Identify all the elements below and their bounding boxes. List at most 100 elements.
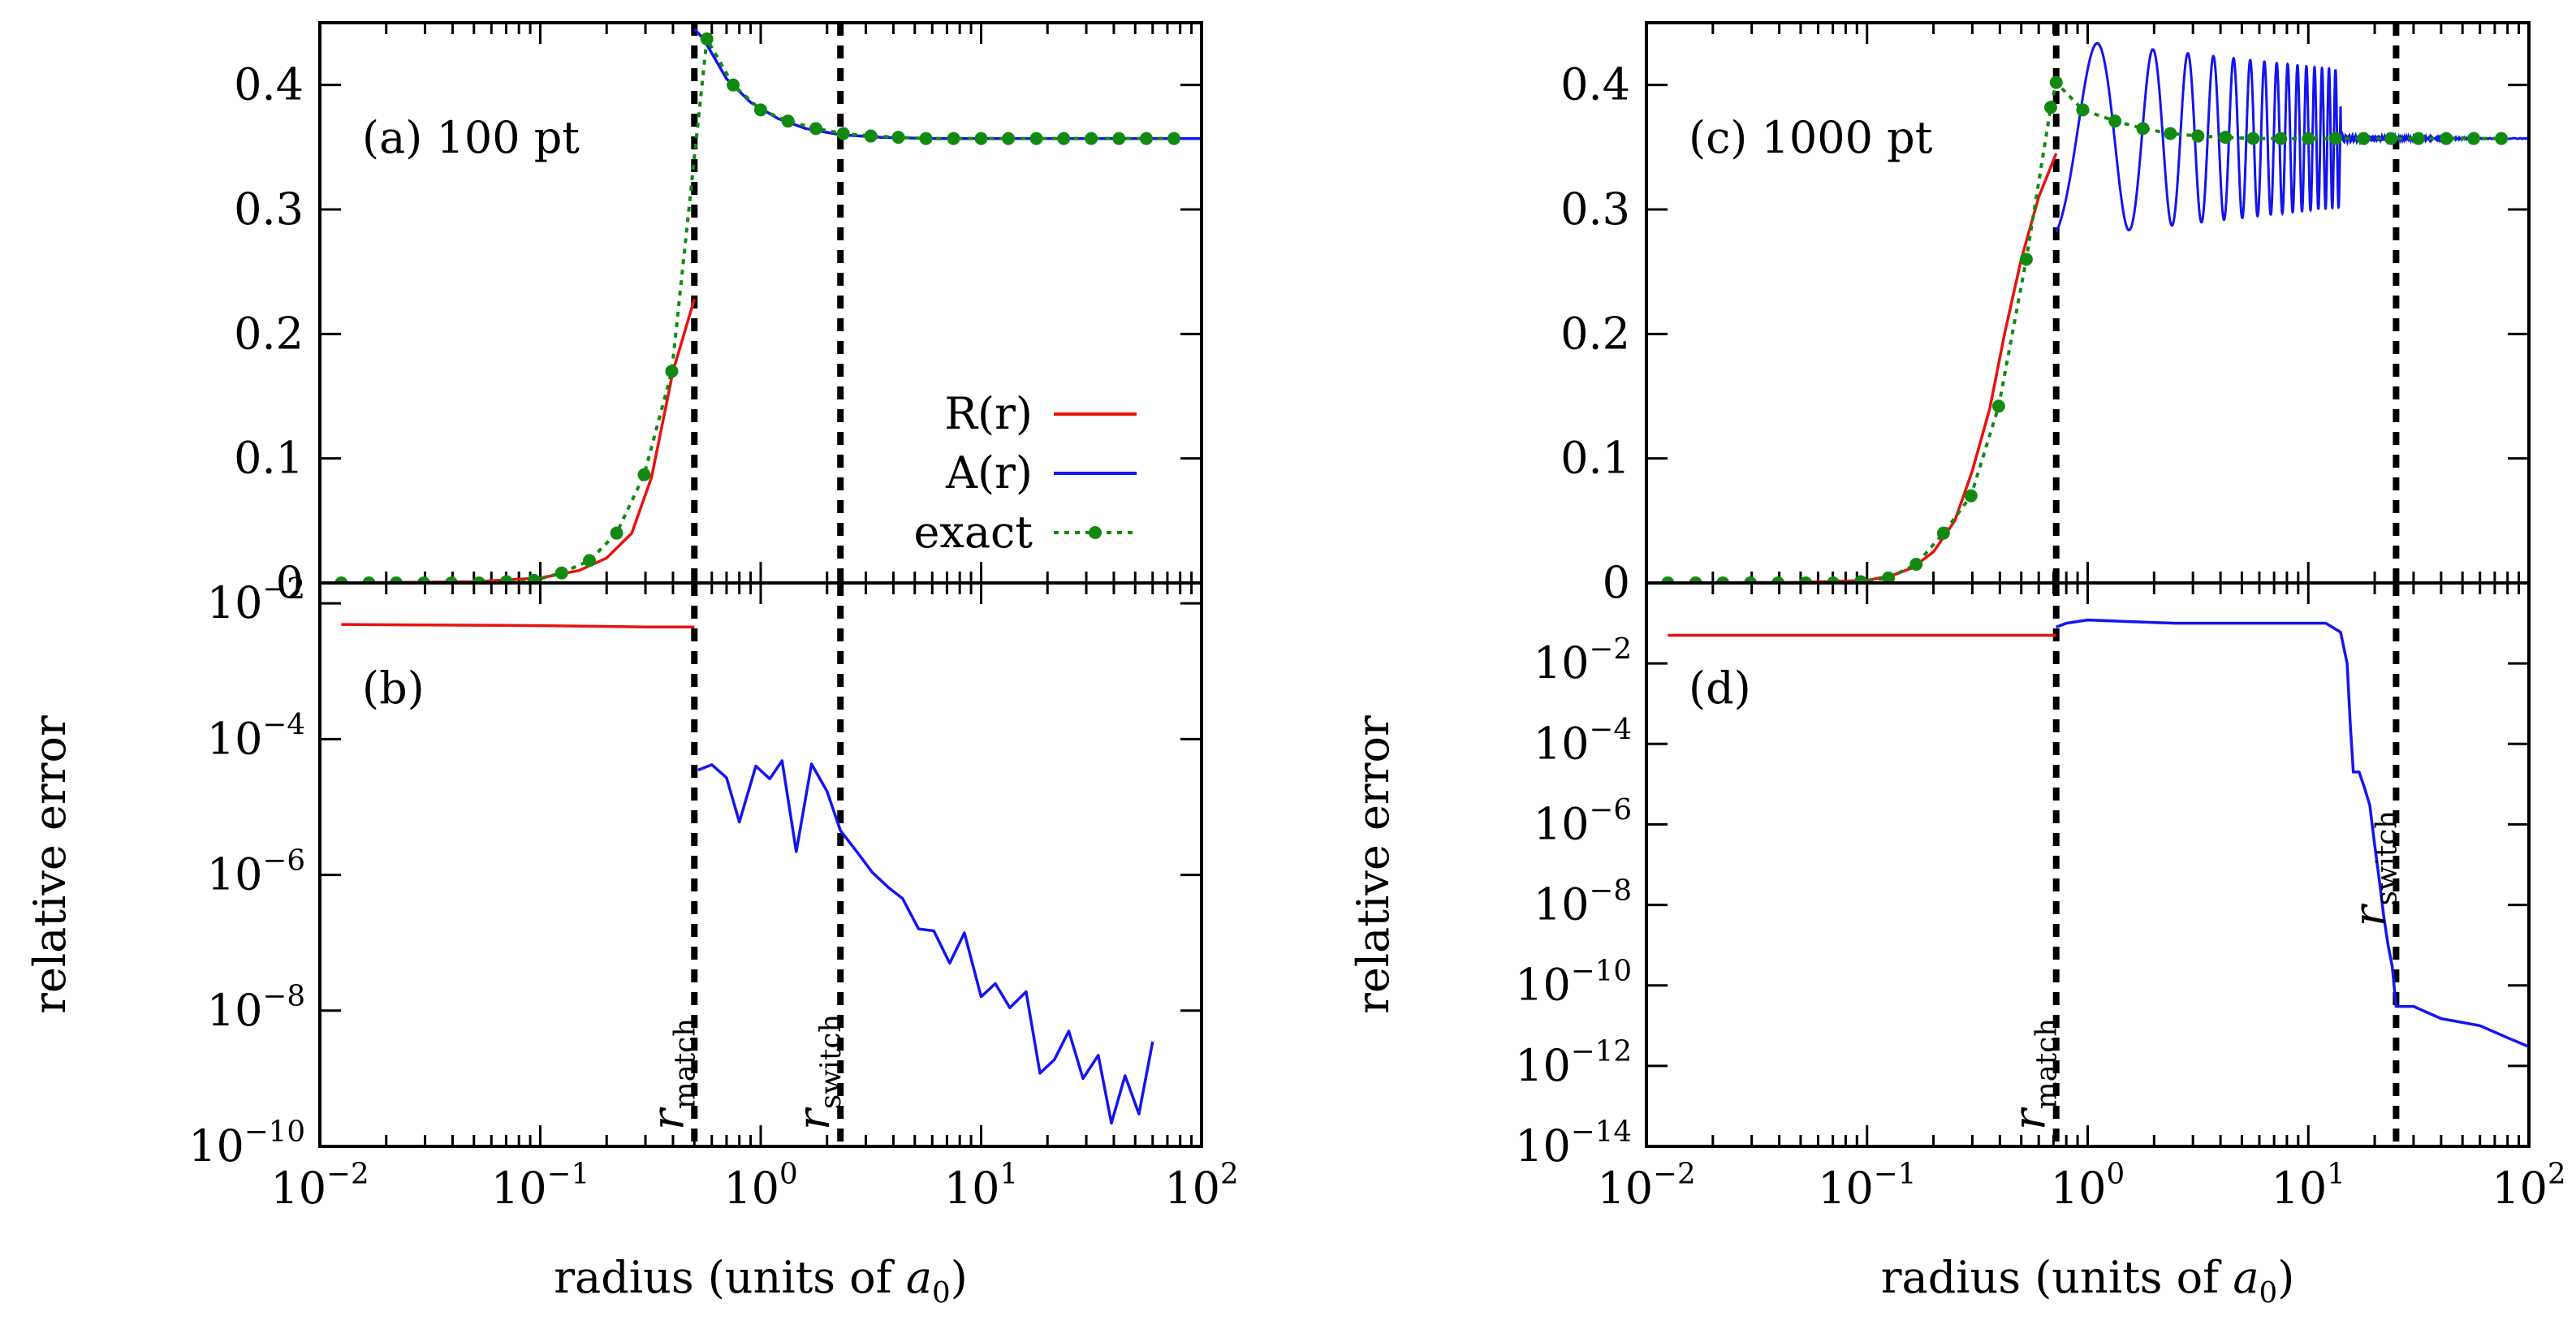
data-point-exact [2440,132,2453,145]
x-tick-label-exp: −2 [1653,1158,1696,1191]
panel-title: (a) 100 pt [362,112,580,163]
y-tick-label: 10−12 [1515,1035,1632,1091]
x-tick-label: 102 [2492,1158,2565,1214]
data-point-exact [1991,399,2005,413]
y-tick-label: 10−2 [1534,632,1632,688]
data-point-exact [754,103,767,117]
x-tick-label-exp: 0 [779,1158,798,1191]
data-point-exact [2466,132,2480,145]
y-tick-label: 10−6 [207,844,305,900]
x-tick-label-base: 10 [270,1163,326,1214]
data-point-exact [919,132,933,145]
data-point-exact [2246,132,2260,145]
y-tick-label-base: 10 [207,713,263,764]
data-point-exact [665,365,679,378]
y-tick-label: 0.3 [1560,183,1630,235]
panel-title: (b) [362,662,425,714]
y-tick-label: 10−10 [188,1116,305,1172]
legend-label: exact [913,507,1033,558]
y-tick-label-exp: −4 [262,708,305,741]
y-tick-label: 10−8 [1534,874,1632,930]
vline-label-sub: switch [2370,810,2403,905]
data-point-exact [1112,132,1126,145]
x-tick-label-base: 10 [2272,1163,2328,1214]
data-point-exact [1167,132,1181,145]
series-group [341,623,1154,1125]
x-tick-label: 100 [2051,1158,2125,1214]
series-group [334,28,1202,583]
data-point-exact [2412,132,2426,145]
y-tick-label-base: 10 [1534,637,1590,688]
y-axis-label: relative error [1348,715,1399,1014]
y-tick-label-exp: −6 [262,844,305,877]
series-rr-line [341,623,695,628]
x-axis-label-prefix: radius (units of [1881,1252,2233,1303]
vline-label-sub: match [2030,1018,2064,1109]
y-tick-label-exp: −2 [1589,632,1632,666]
data-point-exact [1909,558,1923,571]
data-point-exact [2328,132,2342,145]
data-point-exact [727,78,740,92]
y-tick-label-base: 10 [207,577,263,628]
x-tick-label: 10−2 [270,1158,369,1214]
data-point-exact [1140,132,1154,145]
x-tick-label-base: 10 [2051,1163,2107,1214]
data-point-exact [2302,132,2315,145]
panel-frame [318,581,1203,1148]
vline-label-r-match: rmatch [2004,1018,2064,1130]
y-tick-label-base: 10 [1534,798,1590,849]
data-point-exact [2495,132,2509,145]
x-tick-label-exp: −1 [1874,1158,1917,1191]
series-rr-line [1668,153,2058,583]
x-axis-label-prefix: radius (units of [554,1252,906,1303]
y-tick-label: 10−6 [1534,793,1632,849]
data-point-exact [527,573,541,583]
vline-label-r-switch: rswitch [788,1014,848,1130]
vline-label-sub: switch [814,1014,848,1109]
x-tick-label: 100 [723,1158,797,1214]
x-tick-label-base: 10 [2492,1163,2548,1214]
x-axis-label: radius (units of a0) [554,1252,968,1310]
data-point-exact [781,114,795,128]
vline-label-r-switch: rswitch [2344,810,2403,926]
series-ar-line [693,28,1202,140]
data-point-exact [864,129,878,143]
x-axis-label: radius (units of a0) [1881,1252,2295,1310]
x-tick-label-base: 10 [1597,1163,1653,1214]
panel-title: (d) [1689,662,1751,714]
data-point-exact [2019,252,2033,266]
panel-c: 0 0.1 0.2 0.3 0.4 (c) 1000 pt [1560,21,2531,608]
vline-label-var: r [642,1107,693,1130]
series-group [1668,618,2529,1048]
series-ar-line [697,759,1154,1125]
x-tick-label-base: 10 [1164,1163,1220,1214]
y-tick-label-base: 10 [1534,879,1590,930]
series-rr-line [337,298,696,583]
x-axis-label-suffix: ) [2277,1252,2294,1303]
y-tick-label: 10−4 [1534,713,1632,769]
data-point-exact [582,554,596,568]
data-point-exact [1029,132,1043,145]
y-tick-label: 0 [276,557,304,608]
y-tick-label: 0 [1603,557,1630,608]
data-point-exact [836,127,850,140]
x-tick-label-base: 10 [944,1163,1000,1214]
data-point-exact [2136,122,2150,136]
x-axis-label-suffix: ) [951,1252,968,1303]
y-tick-label-base: 10 [207,985,263,1036]
x-tick-label-base: 10 [491,1163,547,1214]
panel-a: 0 0.1 0.2 0.3 0.4 (a) 100 pt [234,21,1203,608]
y-tick-label-exp: −8 [1589,874,1632,907]
data-point-exact [499,575,513,583]
vline-label-r-match: rmatch [642,1018,701,1130]
x-tick-label-base: 10 [723,1163,779,1214]
data-point-exact [2076,103,2090,117]
series-group [1661,42,2529,583]
data-point-exact [1057,132,1071,145]
data-point-exact [2191,129,2205,143]
x-tick-label: 10−1 [491,1158,589,1214]
legend-label: A(r) [945,447,1033,498]
vline-label-var: r [2004,1107,2056,1130]
legend-swatch-point [1089,526,1102,539]
